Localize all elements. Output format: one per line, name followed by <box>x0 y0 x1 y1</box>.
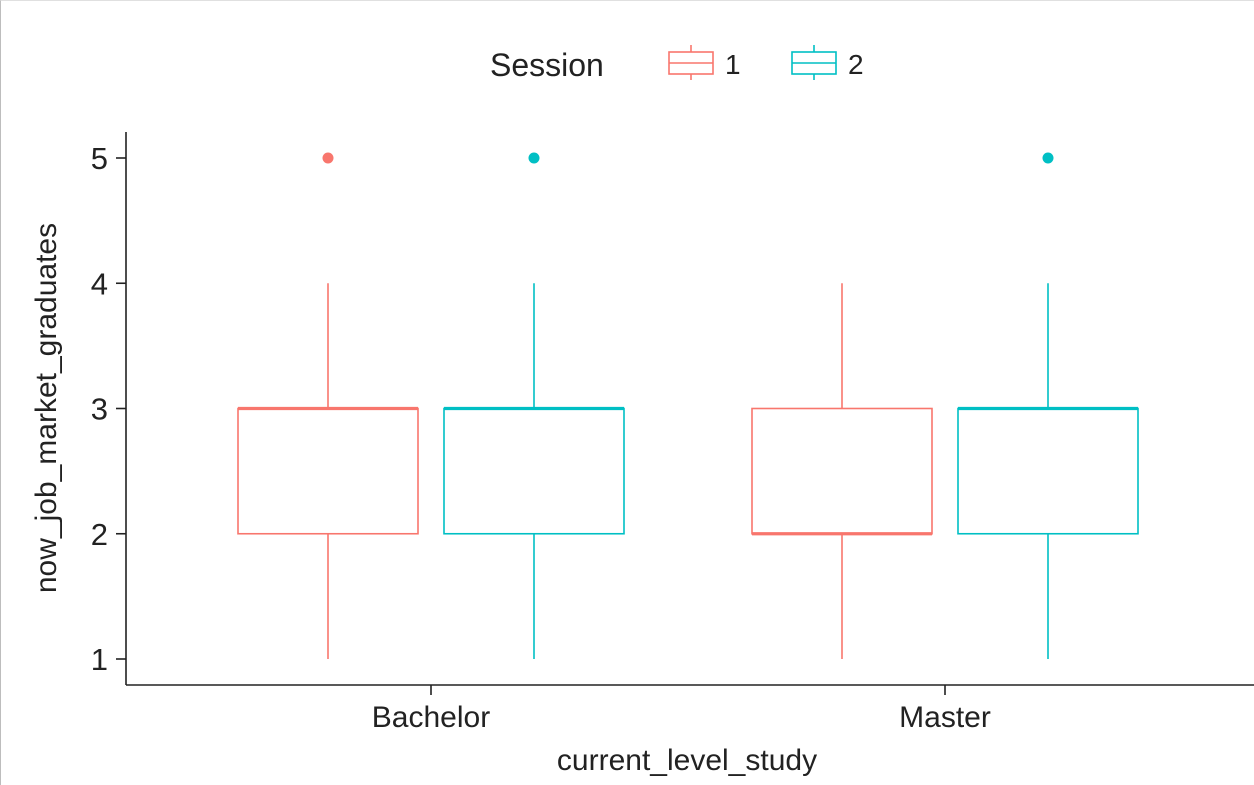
outlier-point <box>528 152 540 164</box>
y-axis-ticks: 1 2 3 4 5 <box>91 141 126 677</box>
y-tick-label: 5 <box>91 141 108 176</box>
outlier-point <box>322 152 334 164</box>
iqr-box <box>443 407 625 535</box>
box-master-session-2 <box>957 152 1139 659</box>
legend-title: Session <box>490 47 604 83</box>
plot-marks <box>237 152 1139 659</box>
x-axis-title: current_level_study <box>557 744 817 777</box>
iqr-box <box>751 407 933 535</box>
x-tick-label: Master <box>899 701 991 734</box>
outlier-point <box>1042 152 1054 164</box>
legend-item-session-2: 2 <box>791 45 864 80</box>
legend-item-label: 2 <box>848 49 864 80</box>
y-axis-title: now_job_market_graduates <box>30 223 63 593</box>
y-tick-label: 2 <box>91 517 108 552</box>
box-master-session-1 <box>751 283 933 659</box>
iqr-box <box>957 407 1139 535</box>
x-axis-ticks: Bachelor Master <box>372 685 991 734</box>
legend-item-session-1: 1 <box>668 45 741 80</box>
box-bachelor-session-2 <box>443 152 625 659</box>
x-tick-label: Bachelor <box>372 701 490 734</box>
box-bachelor-session-1 <box>237 152 419 659</box>
y-tick-label: 1 <box>91 642 108 677</box>
y-tick-label: 4 <box>91 266 108 301</box>
iqr-box <box>237 407 419 535</box>
legend-item-label: 1 <box>725 49 741 80</box>
y-tick-label: 3 <box>91 392 108 427</box>
